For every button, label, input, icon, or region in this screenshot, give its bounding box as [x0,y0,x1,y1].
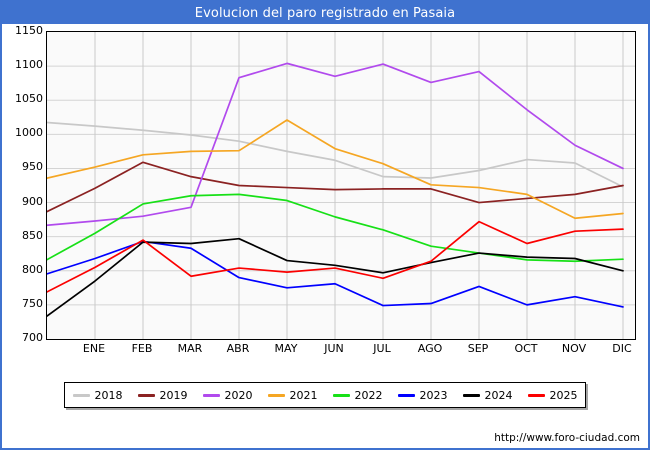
series-lines [47,62,624,317]
x-tick-label: SEP [467,342,489,355]
y-axis-tick-labels: 1150 1100 1050 1000 950 900 850 800 750 700 [2,25,43,343]
legend-label: 2025 [549,388,578,402]
legend-label: 2019 [159,388,188,402]
legend-swatch-icon [462,393,480,397]
x-tick-label: ENE [82,342,106,355]
plot-area [46,31,636,340]
legend-item-2018[interactable]: 2018 [72,388,123,402]
y-tick-label: 700 [22,331,43,344]
series-line-2019 [47,161,624,213]
source-url: http://www.foro-ciudad.com [494,432,640,444]
series-line-2024 [47,237,624,317]
legend-label: 2018 [94,388,123,402]
y-tick-label: 750 [22,296,43,310]
legend-label: 2024 [484,388,513,402]
y-tick-label: 800 [22,262,43,276]
legend-swatch-icon [267,393,285,397]
x-tick-label: NOV [561,342,587,355]
x-tick-label: AGO [417,342,443,355]
series-line-2018 [47,121,624,188]
y-tick-label: 1150 [15,24,43,37]
page-title: Evolucion del paro registrado en Pasaia [194,5,456,21]
grid-lines [47,32,635,339]
x-tick-label: FEB [131,342,153,355]
window-title-bar: Evolucion del paro registrado en Pasaia [2,2,648,24]
y-tick-label: 1000 [15,126,43,140]
x-tick-label: DIC [612,342,632,355]
x-tick-label: JUN [324,342,344,355]
series-line-2020 [47,62,624,227]
legend-swatch-icon [202,393,220,397]
x-tick-label: MAR [177,342,203,355]
legend-swatch-icon [72,393,90,397]
x-tick-label: MAY [274,342,298,355]
legend-item-2021[interactable]: 2021 [267,388,318,402]
y-tick-label: 1050 [15,92,43,106]
series-line-2025 [47,220,624,293]
legend-label: 2020 [224,388,253,402]
legend-item-2022[interactable]: 2022 [332,388,383,402]
legend-swatch-icon [332,393,350,397]
chart-legend[interactable]: 2018 2019 2020 2021 2022 2023 2024 2025 [64,382,586,408]
legend-item-2025[interactable]: 2025 [527,388,578,402]
x-tick-label: JUL [373,342,391,355]
series-line-2023 [47,240,624,308]
legend-swatch-icon [397,393,415,397]
y-tick-label: 950 [22,160,43,174]
series-line-2021 [47,119,624,220]
legend-label: 2022 [354,388,383,402]
chart-area: 1150 1100 1050 1000 950 900 850 800 750 700 ENE FE… [2,24,648,448]
series-line-2022 [47,193,624,263]
y-tick-label: 900 [22,194,43,208]
y-tick-label: 1100 [15,58,43,72]
legend-swatch-icon [527,393,545,397]
legend-item-2020[interactable]: 2020 [202,388,253,402]
x-axis-tick-labels: ENE FEB MAR ABR MAY JUN JUL AGO SEP OCT NOV DIC [46,342,636,358]
legend-label: 2023 [419,388,448,402]
x-tick-label: ABR [226,342,250,355]
y-tick-label: 850 [22,228,43,242]
legend-item-2023[interactable]: 2023 [397,388,448,402]
legend-item-2024[interactable]: 2024 [462,388,513,402]
legend-item-2019[interactable]: 2019 [137,388,188,402]
legend-swatch-icon [137,393,155,397]
x-tick-label: OCT [514,342,538,355]
legend-label: 2021 [289,388,318,402]
